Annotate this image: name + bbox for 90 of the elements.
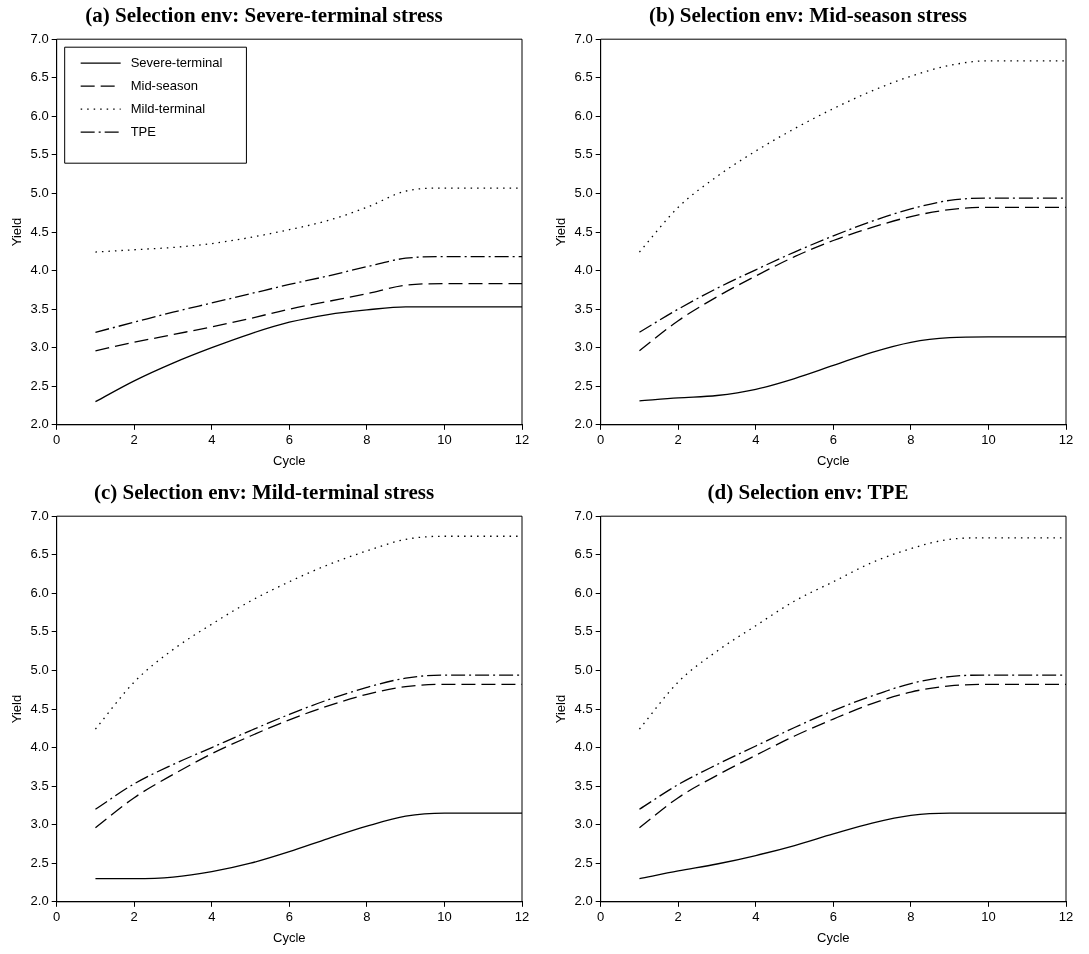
y-tick-label: 5.0	[30, 185, 49, 201]
y-tick-label: 4.5	[30, 223, 49, 239]
y-tick-label: 6.0	[574, 584, 593, 600]
x-tick-label: 8	[363, 432, 371, 448]
x-tick-label: 10	[437, 909, 452, 925]
y-tick-label: 5.0	[574, 185, 593, 201]
y-tick-label: 6.0	[574, 107, 593, 123]
y-tick-label: 3.0	[30, 339, 49, 355]
chart-title: (c) Selection env: Mild-terminal stress	[93, 480, 435, 505]
y-tick-label: 2.5	[574, 377, 593, 393]
x-tick-label: 6	[829, 432, 837, 448]
x-tick-label: 10	[437, 432, 452, 448]
x-tick-label: 4	[208, 909, 216, 925]
y-tick-label: 5.5	[30, 146, 49, 162]
x-tick-label: 2	[130, 909, 138, 925]
legend-label: TPE	[130, 123, 157, 139]
x-tick-label: 6	[829, 909, 837, 925]
y-tick-label: 7.0	[30, 30, 49, 46]
legend-label: Severe-terminal	[130, 54, 223, 70]
chart-title: (d) Selection env: TPE	[707, 480, 909, 505]
y-tick-label: 2.0	[574, 893, 593, 909]
y-tick-label: 4.0	[30, 262, 49, 278]
y-axis-title: Yield	[9, 217, 25, 247]
y-tick-label: 6.5	[30, 546, 49, 562]
x-tick-label: 0	[53, 432, 61, 448]
y-axis-title: Yield	[553, 217, 569, 247]
y-tick-label: 4.0	[574, 739, 593, 755]
y-tick-label: 5.0	[30, 662, 49, 678]
x-tick-label: 4	[208, 432, 216, 448]
y-tick-label: 4.0	[30, 739, 49, 755]
y-axis-title: Yield	[9, 694, 25, 724]
y-tick-label: 7.0	[30, 507, 49, 523]
x-axis-title: Cycle	[817, 929, 850, 945]
y-tick-label: 6.5	[574, 546, 593, 562]
y-tick-label: 3.0	[574, 339, 593, 355]
x-tick-label: 8	[363, 909, 371, 925]
y-tick-label: 5.5	[574, 146, 593, 162]
y-tick-label: 4.0	[574, 262, 593, 278]
x-tick-label: 8	[907, 909, 915, 925]
legend-label: Mild-terminal	[130, 100, 206, 116]
y-tick-label: 3.5	[30, 300, 49, 316]
y-tick-label: 4.5	[30, 700, 49, 716]
x-tick-label: 12	[514, 909, 530, 925]
y-tick-label: 3.0	[30, 816, 49, 832]
y-tick-label: 4.5	[574, 223, 593, 239]
x-tick-label: 0	[53, 909, 61, 925]
y-tick-label: 2.0	[30, 416, 49, 432]
x-tick-label: 8	[907, 432, 915, 448]
y-tick-label: 5.5	[574, 623, 593, 639]
x-tick-label: 6	[285, 909, 293, 925]
x-tick-label: 10	[981, 909, 996, 925]
x-tick-label: 12	[1058, 432, 1074, 448]
legend-label: Mid-season	[130, 77, 198, 93]
line-series	[94, 674, 522, 810]
y-tick-label: 2.5	[30, 377, 49, 393]
x-tick-label: 4	[752, 909, 760, 925]
y-tick-label: 2.0	[574, 416, 593, 432]
line-series	[638, 197, 1066, 333]
chart-title: (a) Selection env: Severe-terminal stress	[85, 3, 443, 28]
y-tick-label: 3.5	[30, 777, 49, 793]
y-tick-label: 3.0	[574, 816, 593, 832]
x-tick-label: 12	[1058, 909, 1074, 925]
y-tick-label: 3.5	[574, 300, 593, 316]
x-tick-label: 4	[752, 432, 760, 448]
x-tick-label: 0	[597, 909, 605, 925]
y-tick-label: 7.0	[574, 507, 593, 523]
y-axis-title: Yield	[553, 694, 569, 724]
x-axis-title: Cycle	[273, 929, 306, 945]
y-tick-label: 6.0	[30, 107, 49, 123]
y-tick-label: 6.5	[574, 69, 593, 85]
x-axis-title: Cycle	[817, 452, 850, 468]
y-tick-label: 2.5	[30, 854, 49, 870]
y-tick-label: 2.5	[574, 854, 593, 870]
y-tick-label: 4.5	[574, 700, 593, 716]
y-tick-label: 6.5	[30, 69, 49, 85]
x-axis-title: Cycle	[273, 452, 306, 468]
y-tick-label: 5.5	[30, 623, 49, 639]
y-tick-label: 6.0	[30, 584, 49, 600]
y-tick-label: 5.0	[574, 662, 593, 678]
x-tick-label: 2	[674, 432, 682, 448]
x-tick-label: 2	[130, 432, 138, 448]
x-tick-label: 0	[597, 432, 605, 448]
x-tick-label: 6	[285, 432, 293, 448]
y-tick-label: 3.5	[574, 777, 593, 793]
y-tick-label: 2.0	[30, 893, 49, 909]
x-tick-label: 10	[981, 432, 996, 448]
x-tick-label: 12	[514, 432, 530, 448]
x-tick-label: 2	[674, 909, 682, 925]
chart-title: (b) Selection env: Mid-season stress	[648, 3, 968, 28]
y-tick-label: 7.0	[574, 30, 593, 46]
